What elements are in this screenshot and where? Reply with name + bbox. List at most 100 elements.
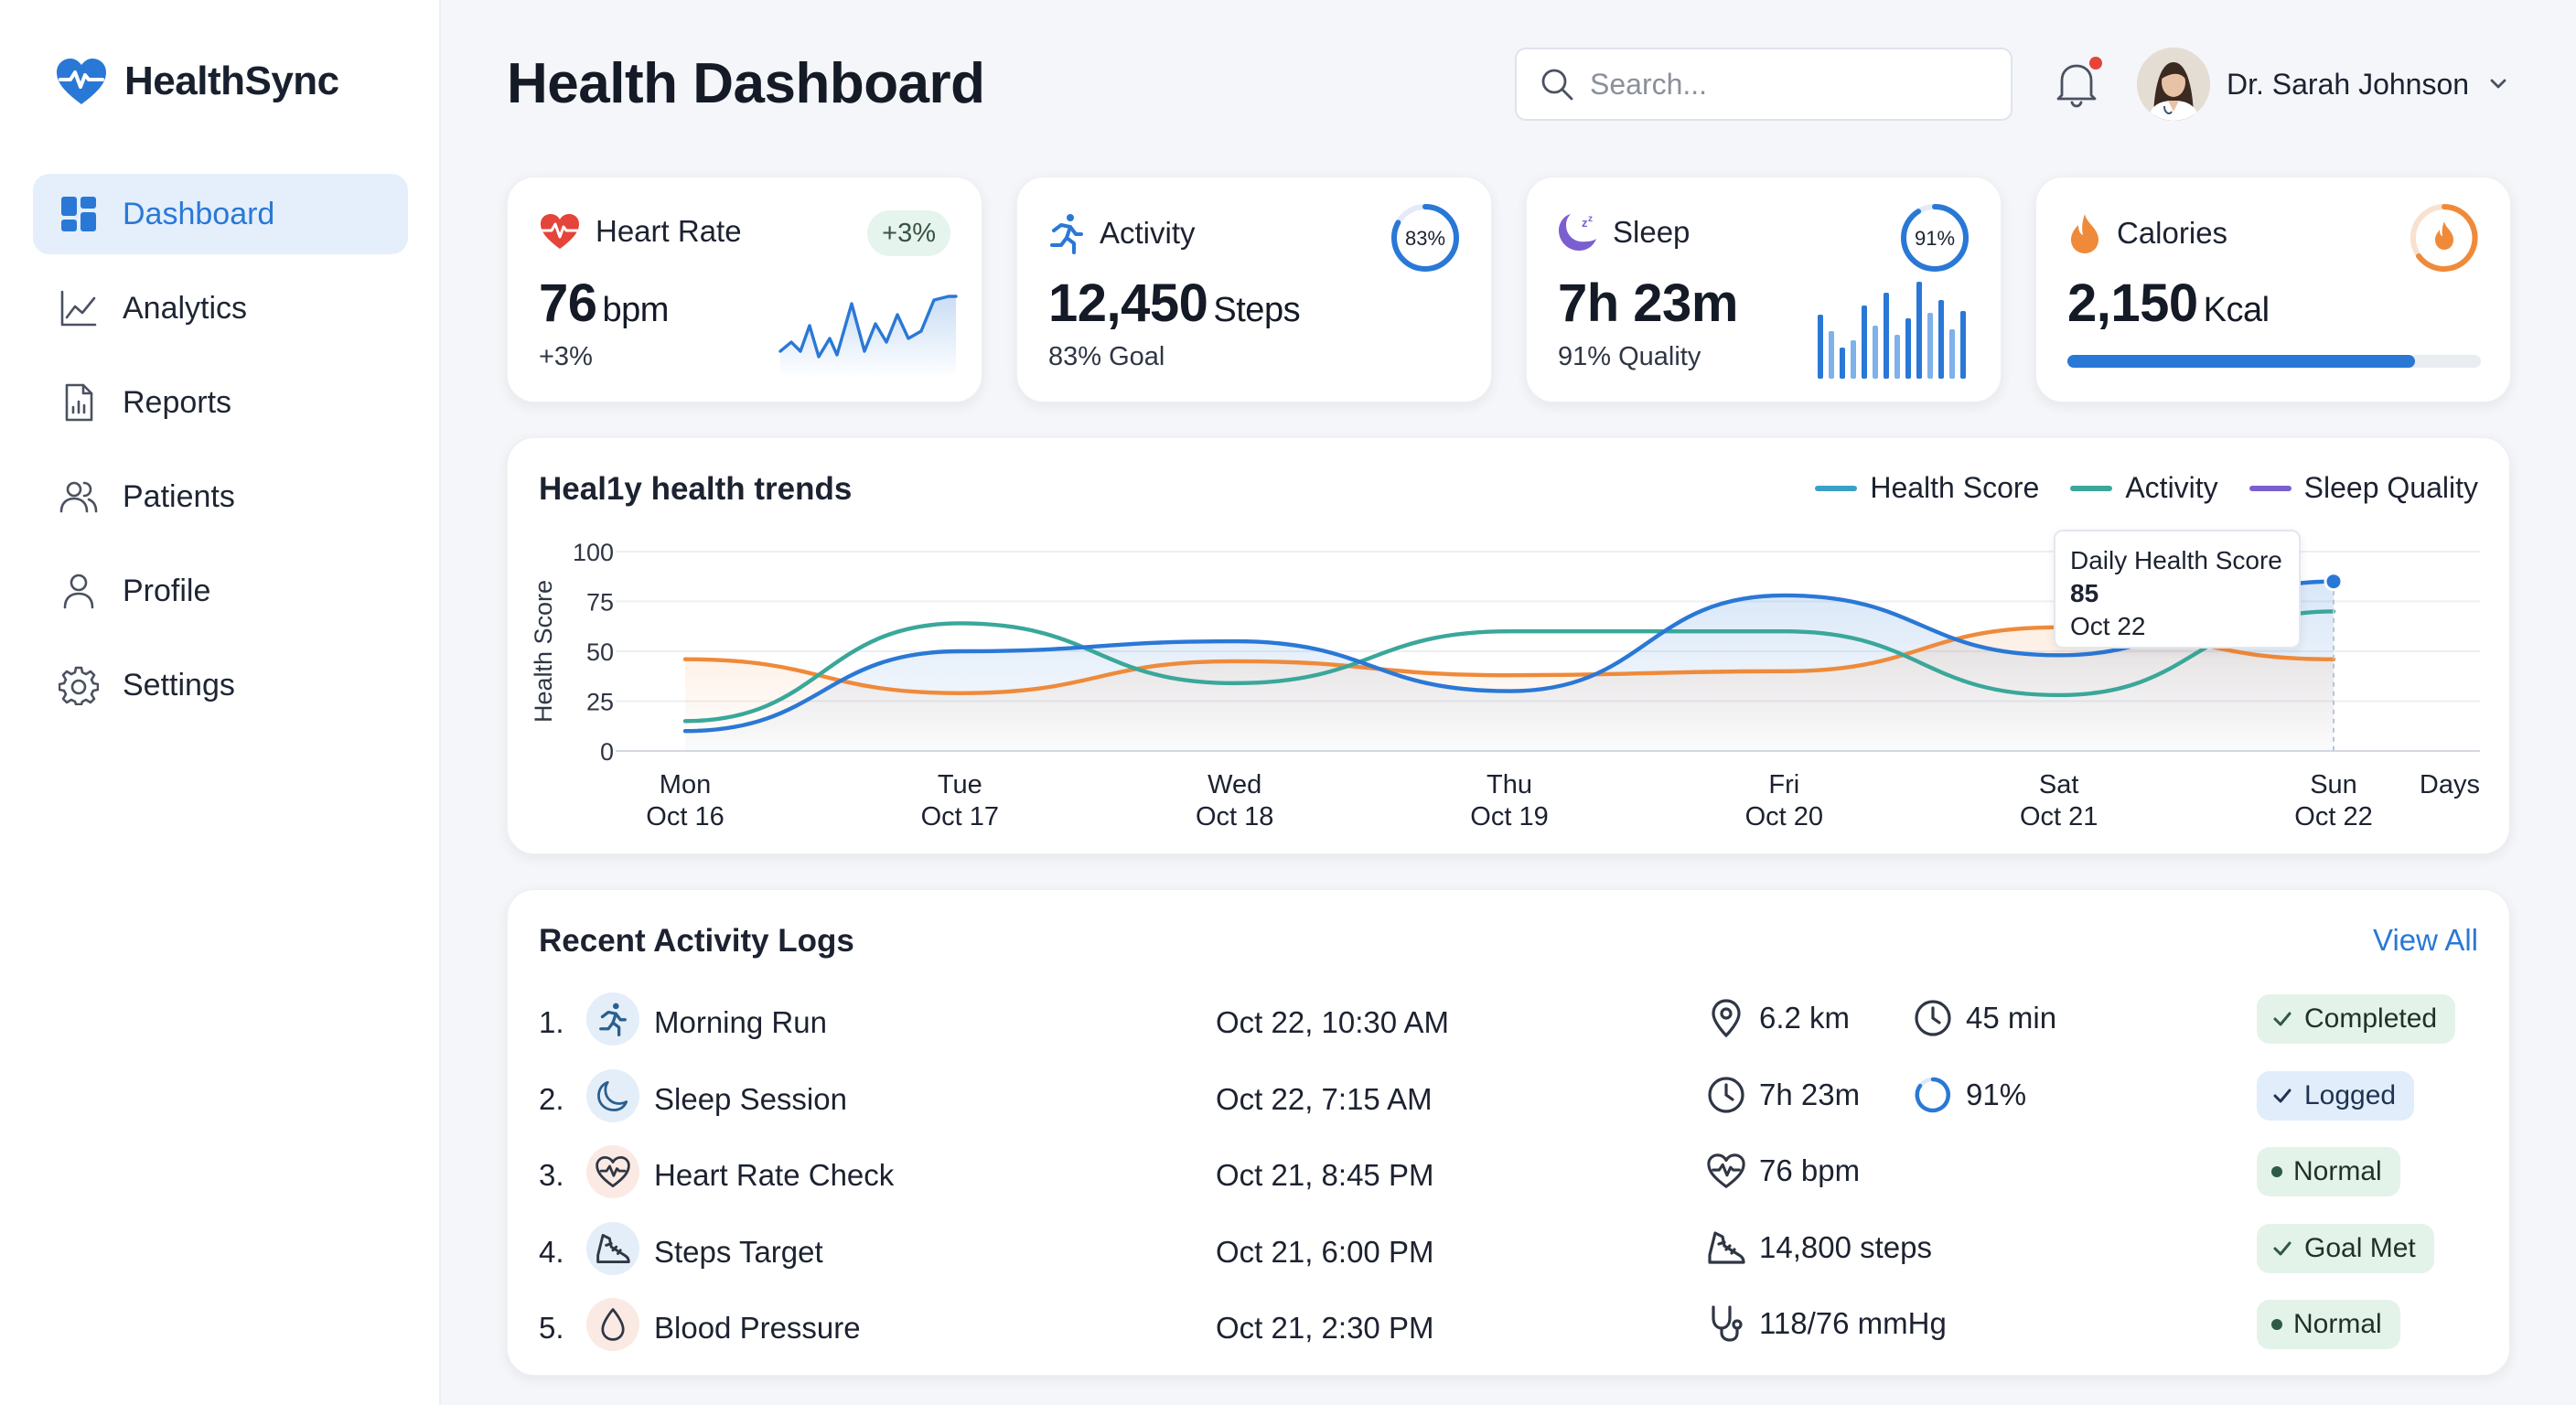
calories-progress-track <box>2067 355 2481 368</box>
x-tick-date: Oct 19 <box>1470 802 1548 831</box>
calories-unit: Kcal <box>2203 291 2270 329</box>
search-input[interactable] <box>1590 67 1992 102</box>
activity-label: Activity <box>1100 216 1196 250</box>
moon-icon: z z <box>1559 214 1596 251</box>
activity-ring-label: 83% <box>1405 227 1445 250</box>
sidebar-item-analytics[interactable]: Analytics <box>33 268 408 349</box>
activity-name: Blood Pressure <box>654 1311 861 1345</box>
gear-icon <box>59 666 99 705</box>
legend-label: Activity <box>2125 471 2218 504</box>
sidebar-item-settings[interactable]: Settings <box>33 645 408 725</box>
row-number: 5. <box>539 1311 564 1345</box>
heart-pulse-icon <box>586 1145 639 1198</box>
brand-logo[interactable]: HealthSync <box>55 57 339 106</box>
activity-time: Oct 21, 8:45 PM <box>1216 1158 1434 1192</box>
heart-pulse-icon <box>1706 1151 1746 1191</box>
tooltip-title: Daily Health Score <box>2070 546 2282 574</box>
x-tick-date: Oct 22 <box>2294 802 2372 831</box>
user-name: Dr. Sarah Johnson <box>2227 67 2470 101</box>
progress-ring-icon <box>1913 1075 1953 1115</box>
activity-time: Oct 21, 2:30 PM <box>1216 1311 1434 1345</box>
legend-item-sleep-quality[interactable]: Sleep Quality <box>2249 471 2478 505</box>
calories-label: Calories <box>2117 216 2228 250</box>
search-box[interactable] <box>1515 48 2012 121</box>
user-menu[interactable]: Dr. Sarah Johnson <box>2137 48 2511 121</box>
sleep-value: 7h 23m <box>1558 273 1738 333</box>
y-axis-label: Health Score <box>530 580 557 723</box>
x-tick-day: Sat <box>2039 770 2079 799</box>
sidebar-item-dashboard[interactable]: Dashboard <box>33 174 408 254</box>
sidebar-item-profile[interactable]: Profile <box>33 551 408 631</box>
location-pin-icon <box>1706 998 1746 1038</box>
sleep-bars-chart <box>1818 282 1966 379</box>
activity-goal-ring: 83% <box>1391 204 1459 272</box>
metric-value: 91% <box>1966 1077 2027 1111</box>
y-tick-label: 0 <box>600 738 614 766</box>
view-all-link[interactable]: View All <box>2373 923 2478 957</box>
legend-label: Health Score <box>1870 471 2040 504</box>
sidebar-item-patients[interactable]: Patients <box>33 456 408 537</box>
sidebar: HealthSync Dashboard Analytics <box>0 0 441 1405</box>
x-tick-date: Oct 17 <box>921 802 999 831</box>
sleep-card[interactable]: z z Sleep 91% 7h 23m 91% Quality <box>1526 177 2002 402</box>
metric-value: 6.2 km <box>1759 1001 1851 1035</box>
runner-icon <box>1050 214 1083 254</box>
x-tick-date: Oct 16 <box>646 802 724 831</box>
tooltip-date: Oct 22 <box>2070 612 2146 640</box>
drop-icon <box>586 1298 639 1351</box>
activity-name: Steps Target <box>654 1234 823 1269</box>
heart-rate-change-badge: +3% <box>867 210 950 256</box>
x-tick-date: Oct 18 <box>1196 802 1273 831</box>
y-tick-label: 25 <box>586 689 614 716</box>
chevron-down-icon <box>2490 79 2506 89</box>
metric-value: 7h 23m <box>1759 1077 1861 1111</box>
activity-logs-card: Recent Activity Logs View All 1. Morning … <box>507 889 2510 1376</box>
metric-primary: 7h 23m <box>1706 1075 1860 1115</box>
activity-time: Oct 22, 7:15 AM <box>1216 1081 1433 1116</box>
status-badge: Normal <box>2257 1300 2400 1349</box>
metric-secondary: 91% <box>1913 1075 2026 1115</box>
check-icon <box>2271 1008 2293 1030</box>
clock-icon <box>1706 1075 1746 1115</box>
metric-primary: 6.2 km <box>1706 998 1850 1038</box>
legend-label: Sleep Quality <box>2303 471 2478 504</box>
legend-swatch <box>2249 485 2292 491</box>
legend-item-health-score[interactable]: Health Score <box>1815 471 2039 505</box>
activity-name: Sleep Session <box>654 1081 847 1116</box>
table-row[interactable]: 4. Steps Target Oct 21, 6:00 PM 14,800 step… <box>508 1218 2511 1284</box>
status-label: Logged <box>2304 1079 2397 1110</box>
status-badge: Normal <box>2257 1147 2400 1196</box>
status-dot-icon <box>2271 1319 2282 1330</box>
metric-primary: 76 bpm <box>1706 1151 1860 1191</box>
x-tick-date: Oct 20 <box>1745 802 1823 831</box>
brand-name: HealthSync <box>124 59 339 103</box>
table-row[interactable]: 5. Blood Pressure Oct 21, 2:30 PM 118/76 mm… <box>508 1294 2511 1360</box>
notification-dot <box>2089 57 2102 70</box>
stethoscope-icon <box>1706 1303 1746 1344</box>
bell-icon[interactable] <box>2053 59 2100 110</box>
x-tick-day: Thu <box>1487 770 1532 799</box>
calories-value: 2,150 Kcal <box>2067 273 2270 334</box>
heart-rate-label: Heart Rate <box>596 214 742 248</box>
shoe-icon <box>586 1221 639 1275</box>
table-row[interactable]: 2. Sleep Session Oct 22, 7:15 AM 7h 23m 91% L… <box>508 1066 2511 1132</box>
activity-card[interactable]: Activity 83% 12,450 Steps 83% Goal <box>1016 177 1492 402</box>
x-tick-day: Wed <box>1208 770 1261 799</box>
legend-item-activity[interactable]: Activity <box>2070 471 2218 505</box>
table-row[interactable]: 1. Morning Run Oct 22, 10:30 AM 6.2 km 45 mi… <box>508 989 2511 1055</box>
sleep-ring-label: 91% <box>1915 227 1955 250</box>
row-number: 3. <box>539 1158 564 1192</box>
report-icon <box>65 383 93 422</box>
table-row[interactable]: 3. Heart Rate Check Oct 21, 8:45 PM 76 bpm N… <box>508 1142 2511 1207</box>
calories-card[interactable]: Calories 2,150 Kcal <box>2035 177 2511 402</box>
heart-rate-card[interactable]: Heart Rate +3% 76 bpm +3% <box>507 177 982 402</box>
activity-number: 12,450 <box>1048 273 1208 333</box>
clock-icon <box>1913 998 1953 1038</box>
health-score-line <box>682 579 2336 734</box>
tooltip-value: 85 <box>2070 579 2099 607</box>
heart-rate-value: 76 bpm <box>539 273 669 334</box>
x-tick-day: Tue <box>938 770 982 799</box>
sidebar-item-reports[interactable]: Reports <box>33 362 408 443</box>
line-chart-icon <box>60 290 97 327</box>
x-tick-day: Mon <box>660 770 711 799</box>
